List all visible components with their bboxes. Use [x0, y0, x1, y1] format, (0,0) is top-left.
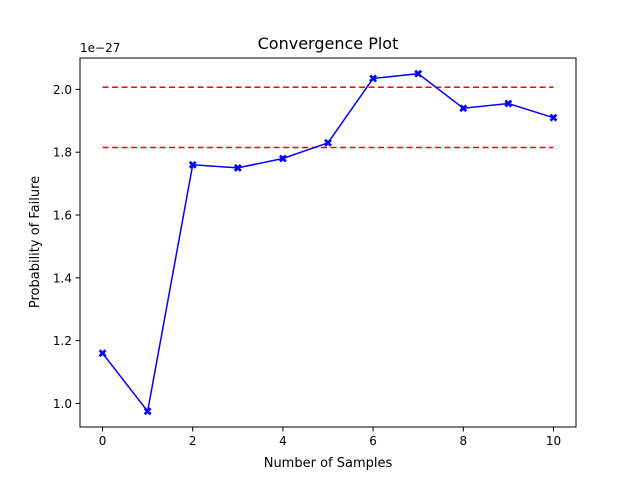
x-tick-label: 2 [189, 434, 197, 448]
y-axis-label: Probability of Failure [28, 176, 43, 308]
x-tick-label: 6 [369, 434, 377, 448]
data-point-marker [459, 104, 468, 113]
x-axis-ticks: 0 2 4 6 8 10 [99, 427, 561, 448]
y-tick-label: 2.0 [53, 83, 72, 97]
data-point-marker [188, 160, 197, 169]
data-point-marker [143, 407, 152, 416]
x-tick-label: 0 [99, 434, 107, 448]
x-tick-label: 8 [459, 434, 467, 448]
data-point-marker [324, 138, 332, 147]
data-point-marker [504, 99, 513, 108]
y-tick-label: 1.2 [53, 334, 72, 348]
y-offset-label: 1e−27 [80, 41, 120, 55]
y-tick-label: 1.6 [53, 209, 72, 223]
data-series [98, 69, 558, 416]
reference-lines [102, 86, 554, 149]
chart-title: Convergence Plot [258, 34, 399, 53]
data-point-marker [549, 113, 558, 122]
x-tick-label: 10 [546, 434, 561, 448]
data-point-marker [414, 69, 423, 78]
y-axis-ticks: 1.0 1.2 1.4 1.6 1.8 2.0 [53, 83, 80, 411]
x-tick-label: 4 [279, 434, 287, 448]
data-point-marker [98, 349, 107, 358]
y-tick-label: 1.4 [53, 271, 72, 285]
data-point-marker [369, 74, 378, 83]
data-point-marker [278, 154, 287, 163]
y-tick-label: 1.8 [53, 146, 72, 160]
x-axis-label: Number of Samples [264, 456, 393, 471]
plot-area-frame [79, 57, 577, 428]
y-tick-label: 1.0 [53, 397, 72, 411]
data-point-marker [233, 163, 242, 172]
